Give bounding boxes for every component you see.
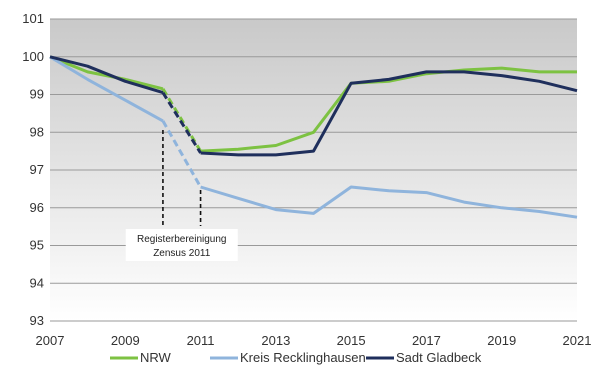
y-axis: 93 94 95 96 97 98 99 100 101 [22, 11, 44, 328]
x-axis: 2007 2009 2011 2013 2015 2017 2019 2021 [36, 333, 592, 348]
legend-label: Kreis Recklinghausen [240, 350, 366, 365]
x-tick-label: 2013 [261, 333, 290, 348]
series-dashed-segment [161, 120, 202, 188]
y-tick-label: 98 [30, 124, 44, 139]
y-tick-label: 95 [30, 238, 44, 253]
legend-label: NRW [140, 350, 172, 365]
y-tick-label: 93 [30, 313, 44, 328]
x-tick-label: 2009 [111, 333, 140, 348]
x-tick-label: 2007 [36, 333, 65, 348]
series-line [49, 55, 164, 95]
y-tick-label: 99 [30, 87, 44, 102]
series-lines [49, 55, 578, 219]
series-line [200, 70, 578, 157]
legend: NRW Kreis Recklinghausen Sadt Gladbeck [110, 350, 482, 365]
annotation-line-1: Registerbereinigung [137, 234, 227, 245]
y-tick-label: 100 [22, 49, 44, 64]
x-tick-label: 2011 [187, 333, 215, 348]
y-tick-label: 96 [30, 200, 44, 215]
x-tick-label: 2021 [563, 333, 592, 348]
x-tick-label: 2019 [487, 333, 516, 348]
series-line [200, 185, 578, 219]
series-line [49, 55, 164, 91]
annotation-line-2: Zensus 2011 [153, 248, 211, 259]
x-tick-label: 2017 [412, 333, 441, 348]
legend-label: Sadt Gladbeck [396, 350, 482, 365]
x-tick-label: 2015 [337, 333, 366, 348]
y-tick-label: 94 [30, 275, 44, 290]
series-line [200, 66, 577, 153]
annotation: Registerbereinigung Zensus 2011 [125, 130, 238, 261]
y-tick-label: 101 [22, 11, 44, 26]
series-line [49, 55, 164, 123]
y-tick-label: 97 [30, 162, 44, 177]
annotation-box [125, 229, 238, 261]
series-dashed-segment [161, 91, 202, 154]
